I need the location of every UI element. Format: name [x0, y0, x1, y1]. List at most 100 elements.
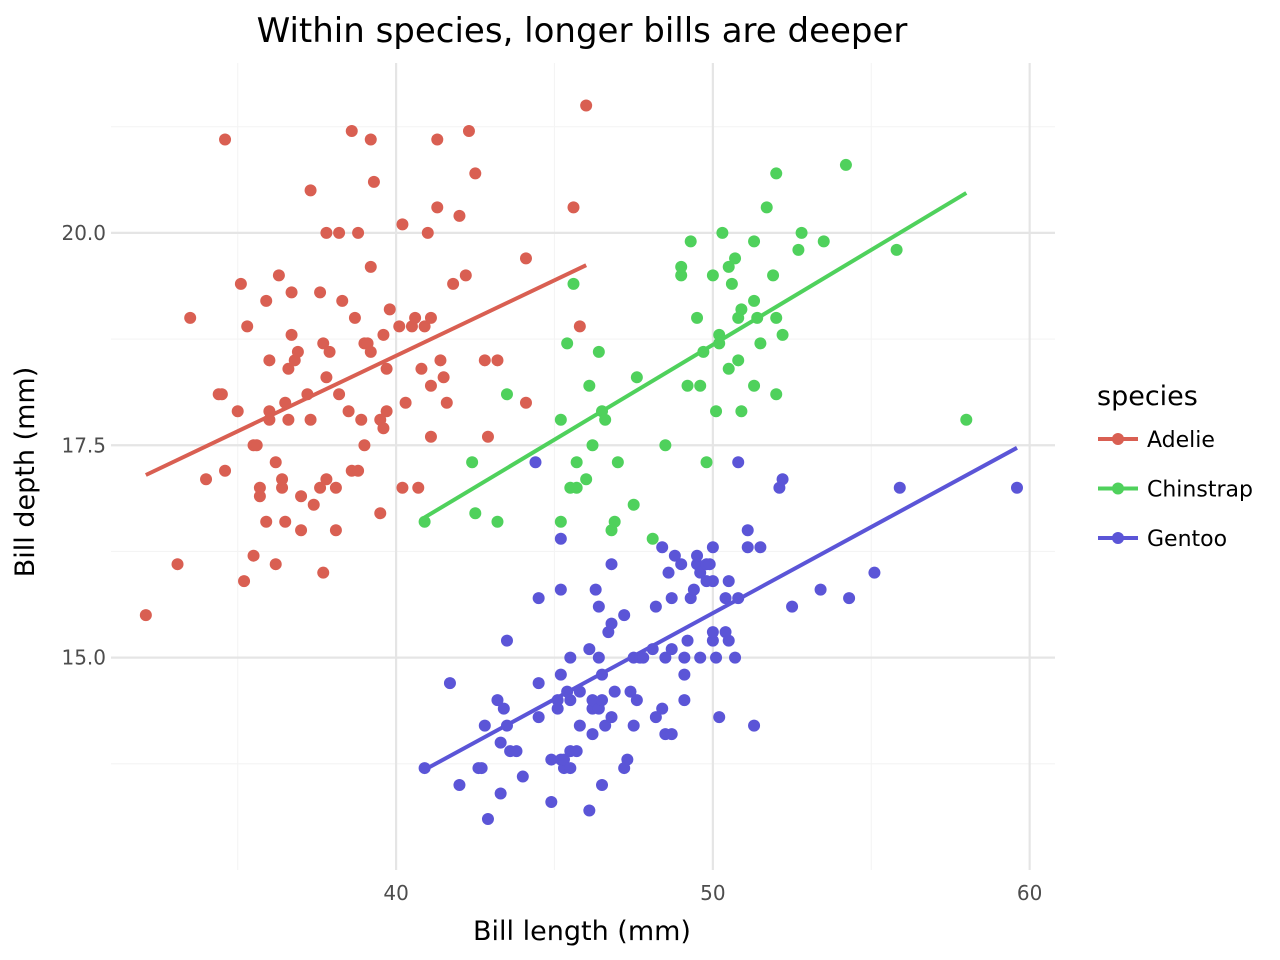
- data-point-chinstrap: [570, 456, 583, 469]
- data-point-adelie: [393, 320, 406, 333]
- data-point-chinstrap: [646, 532, 659, 545]
- trend-lines: [144, 191, 1018, 772]
- data-point-adelie: [567, 201, 580, 214]
- data-point-gentoo: [554, 668, 567, 681]
- data-point-gentoo: [589, 583, 602, 596]
- data-point-adelie: [481, 430, 494, 443]
- data-point-gentoo: [481, 813, 494, 826]
- data-point-adelie: [282, 413, 295, 426]
- trend-line-adelie: [144, 263, 588, 477]
- trend-line-chinstrap: [423, 191, 968, 520]
- data-point-adelie: [424, 311, 437, 324]
- data-point-chinstrap: [713, 337, 726, 350]
- data-point-chinstrap: [748, 379, 761, 392]
- data-point-gentoo: [687, 583, 700, 596]
- data-point-gentoo: [608, 685, 621, 698]
- data-point-gentoo: [776, 473, 789, 486]
- data-point-chinstrap: [770, 311, 783, 324]
- data-point-gentoo: [668, 549, 681, 562]
- data-point-chinstrap: [611, 456, 624, 469]
- data-point-chinstrap: [491, 515, 504, 528]
- data-point-chinstrap: [754, 337, 767, 350]
- data-point-chinstrap: [722, 362, 735, 375]
- data-point-chinstrap: [770, 388, 783, 401]
- data-point-adelie: [215, 388, 228, 401]
- data-point-adelie: [418, 320, 431, 333]
- data-point-gentoo: [786, 600, 799, 613]
- data-point-chinstrap: [469, 507, 482, 520]
- data-point-gentoo: [678, 651, 691, 664]
- data-point-adelie: [317, 566, 330, 579]
- y-axis-title: Bill depth (mm): [10, 367, 41, 577]
- data-point-adelie: [580, 99, 593, 112]
- data-point-adelie: [279, 515, 292, 528]
- data-point-chinstrap: [583, 379, 596, 392]
- data-point-adelie: [358, 439, 371, 452]
- data-point-adelie: [434, 354, 447, 367]
- data-point-gentoo: [713, 711, 726, 724]
- data-point-gentoo: [681, 634, 694, 647]
- data-point-gentoo: [564, 694, 577, 707]
- data-point-chinstrap: [567, 277, 580, 290]
- data-point-gentoo: [494, 736, 507, 749]
- data-point-adelie: [171, 558, 184, 571]
- data-point-gentoo: [529, 456, 542, 469]
- data-point-chinstrap: [586, 439, 599, 452]
- legend-items: Adelie Chinstrap Gentoo: [1098, 428, 1253, 552]
- data-point-chinstrap: [500, 388, 513, 401]
- data-point-gentoo: [621, 753, 634, 766]
- data-point-gentoo: [554, 583, 567, 596]
- data-point-gentoo: [583, 804, 596, 817]
- data-point-adelie: [304, 184, 317, 197]
- data-point-gentoo: [500, 719, 513, 732]
- data-point-gentoo: [618, 609, 631, 622]
- data-point-adelie: [355, 413, 368, 426]
- data-point-adelie: [380, 362, 393, 375]
- data-point-gentoo: [592, 600, 605, 613]
- data-point-gentoo: [719, 592, 732, 605]
- data-point-gentoo: [443, 677, 456, 690]
- data-point-adelie: [519, 252, 532, 265]
- data-point-gentoo: [586, 694, 599, 707]
- data-point-chinstrap: [694, 379, 707, 392]
- data-point-adelie: [377, 328, 390, 341]
- data-point-adelie: [367, 175, 380, 188]
- data-point-gentoo: [662, 566, 675, 579]
- data-point-gentoo: [545, 753, 558, 766]
- data-point-adelie: [307, 498, 320, 511]
- data-point-chinstrap: [570, 481, 583, 494]
- data-point-chinstrap: [732, 354, 745, 367]
- data-point-gentoo: [706, 634, 719, 647]
- data-point-gentoo: [710, 651, 723, 664]
- data-point-gentoo: [564, 762, 577, 775]
- data-point-adelie: [453, 209, 466, 222]
- data-point-gentoo: [665, 728, 678, 741]
- data-point-adelie: [329, 524, 342, 537]
- data-point-adelie: [285, 328, 298, 341]
- data-point-gentoo: [554, 532, 567, 545]
- data-point-chinstrap: [735, 405, 748, 418]
- data-point-gentoo: [678, 668, 691, 681]
- data-point-adelie: [260, 515, 273, 528]
- data-point-chinstrap: [748, 235, 761, 248]
- data-point-gentoo: [551, 694, 564, 707]
- data-point-chinstrap: [776, 328, 789, 341]
- data-point-adelie: [440, 396, 453, 409]
- x-tick-label: 50: [700, 881, 725, 905]
- legend-title: species: [1097, 381, 1198, 412]
- data-point-adelie: [320, 473, 333, 486]
- data-point-gentoo: [659, 651, 672, 664]
- x-tick-label: 60: [1017, 881, 1042, 905]
- data-point-gentoo: [494, 787, 507, 800]
- data-point-chinstrap: [627, 498, 640, 511]
- data-point-chinstrap: [675, 269, 688, 282]
- data-point-chinstrap: [767, 269, 780, 282]
- data-point-adelie: [279, 396, 292, 409]
- legend-item-adelie: Adelie: [1098, 428, 1215, 453]
- data-point-adelie: [323, 345, 336, 358]
- data-point-gentoo: [545, 796, 558, 809]
- data-point-gentoo: [478, 719, 491, 732]
- data-point-gentoo: [748, 719, 761, 732]
- data-point-chinstrap: [554, 413, 567, 426]
- data-point-gentoo: [583, 643, 596, 656]
